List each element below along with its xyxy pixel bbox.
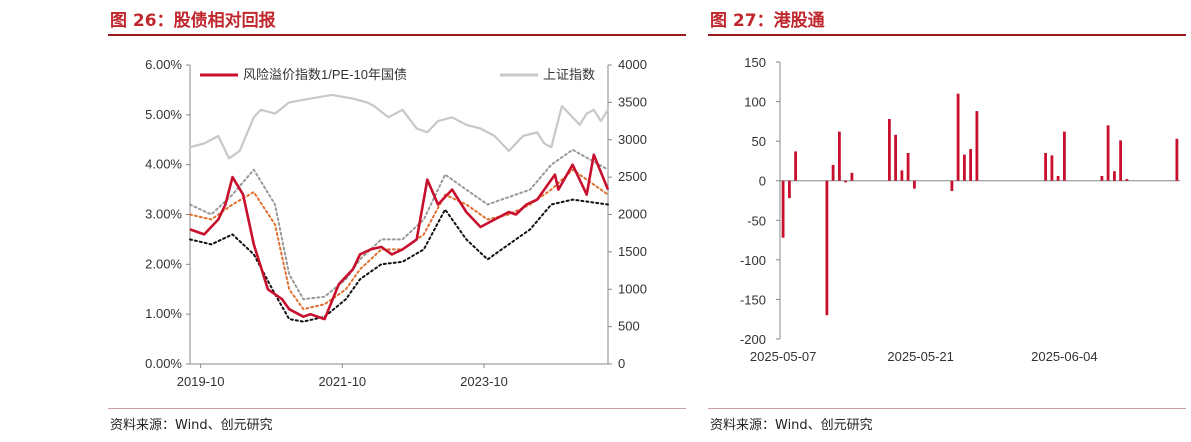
bar-flow: [906, 153, 910, 181]
right-y-tick-label: 1500: [618, 244, 647, 259]
left-y-tick-label: 6.00%: [145, 57, 182, 72]
bar-flow: [844, 180, 847, 183]
left-source-rule: [108, 408, 686, 409]
bar-flow: [894, 134, 897, 181]
bar-flow: [913, 180, 916, 189]
right-source-rule: [708, 408, 1186, 409]
bar-x-tick-label: 2025-05-07: [750, 349, 817, 364]
bar-flow: [1056, 176, 1060, 181]
bar-flow: [1113, 171, 1116, 181]
series-line-3: [189, 148, 609, 301]
left-y-tick-label: 5.00%: [145, 107, 182, 122]
bar-flow: [794, 151, 797, 181]
bar-flow: [781, 180, 785, 238]
x-tick-label: 2021-10: [318, 374, 366, 389]
bar-flow: [1119, 140, 1122, 181]
left-source-note: 资料来源：Wind、创元研究: [110, 418, 273, 433]
series-line-1: [189, 93, 609, 160]
bar-flow: [1044, 153, 1047, 181]
right-y-tick-label: 500: [618, 319, 640, 334]
bar-y-tick-label: 100: [744, 95, 766, 110]
bar-flow: [850, 172, 854, 181]
bar-flow: [838, 131, 841, 181]
right-y-tick-label: 4000: [618, 57, 647, 72]
left-y-tick-label: 3.00%: [145, 207, 182, 222]
bar-flow: [888, 119, 891, 181]
left-y-tick-label: 4.00%: [145, 157, 182, 172]
bar-y-tick-label: -100: [740, 253, 766, 268]
right-y-tick-label: 2500: [618, 169, 647, 184]
x-tick-label: 2019-10: [177, 374, 225, 389]
right-figure-title: 图 27：港股通: [710, 11, 825, 31]
bar-flow: [1125, 179, 1129, 181]
bar-flow: [1063, 131, 1066, 181]
legend-label-sse-index: 上证指数: [543, 67, 595, 82]
right-y-tick-label: 1000: [618, 281, 647, 296]
bar-y-tick-label: 0: [759, 174, 766, 189]
right-y-tick-label: 3000: [618, 132, 647, 147]
bar-flow: [900, 170, 904, 181]
bar-x-tick-label: 2025-05-21: [887, 349, 954, 364]
bar-flow: [956, 93, 960, 181]
bar-flow: [788, 180, 791, 199]
x-tick-label: 2023-10: [460, 374, 508, 389]
bar-y-tick-label: -50: [747, 213, 766, 228]
bar-y-tick-label: -200: [740, 332, 766, 347]
bar-y-tick-label: 150: [744, 55, 766, 70]
bar-flow: [825, 180, 829, 316]
left-title-rule: [108, 34, 686, 36]
bar-flow: [950, 180, 954, 191]
right-y-tick-label: 0: [618, 356, 625, 371]
left-y-tick-label: 2.00%: [145, 256, 182, 271]
right-y-tick-label: 2000: [618, 207, 647, 222]
left-figure-title: 图 26：股债相对回报: [110, 11, 276, 31]
bar-flow: [969, 149, 972, 181]
left-y-tick-label: 1.00%: [145, 306, 182, 321]
series-line-0: [189, 153, 610, 321]
right-y-tick-label: 3500: [618, 94, 647, 109]
bar-flow: [1106, 125, 1110, 181]
bar-flow: [963, 154, 966, 181]
bar-flow: [1175, 138, 1179, 181]
bar-flow: [1100, 176, 1104, 181]
bar-flow: [1050, 155, 1054, 181]
bar-y-tick-label: -150: [740, 292, 766, 307]
bar-flow: [975, 111, 979, 181]
legend-label-risk-premium: 风险溢价指数1/PE-10年国债: [243, 67, 407, 82]
bar-y-tick-label: 50: [752, 134, 766, 149]
bar-flow: [831, 164, 835, 181]
left-y-tick-label: 0.00%: [145, 356, 182, 371]
bar-x-tick-label: 2025-06-04: [1031, 349, 1098, 364]
right-title-rule: [708, 34, 1186, 36]
right-source-note: 资料来源：Wind、创元研究: [710, 418, 873, 433]
